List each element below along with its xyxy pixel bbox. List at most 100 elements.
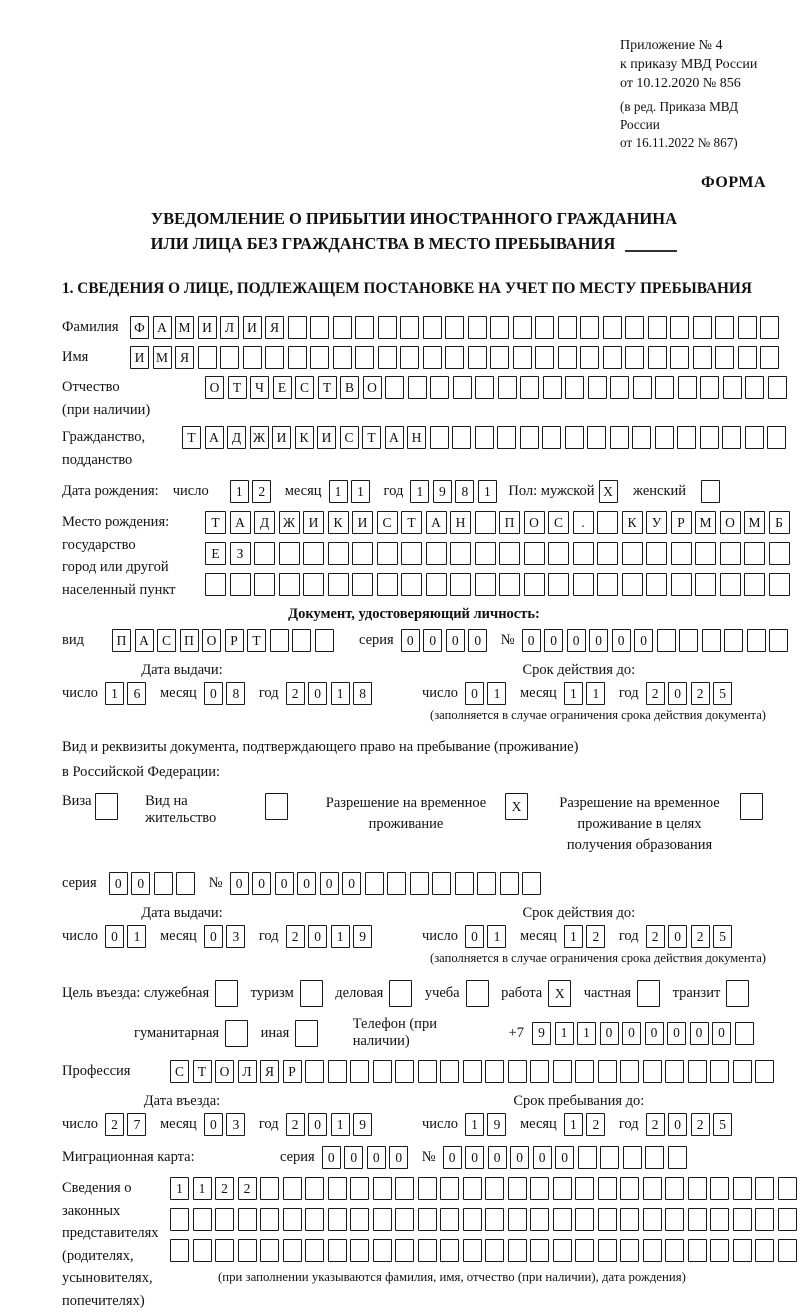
char-cell[interactable]: И (130, 346, 149, 369)
char-cell[interactable] (670, 542, 692, 565)
purpose-transit-checkbox[interactable] (726, 980, 753, 1007)
char-cell[interactable] (580, 346, 599, 369)
char-cell[interactable] (432, 872, 452, 895)
char-cell[interactable] (376, 573, 398, 596)
char-cell[interactable] (575, 1060, 594, 1083)
char-cell[interactable] (445, 346, 464, 369)
char-cell[interactable] (395, 1239, 414, 1262)
char-cell[interactable] (760, 346, 779, 369)
char-cell[interactable] (695, 573, 716, 596)
char-cell[interactable]: 5 (713, 925, 733, 948)
char-cell[interactable] (737, 346, 757, 369)
char-cell[interactable]: 1 (554, 1021, 574, 1045)
char-cell[interactable] (755, 1177, 774, 1200)
char-cell[interactable] (575, 1208, 594, 1231)
char-cell[interactable]: 0 (229, 872, 249, 895)
char-cell[interactable] (722, 376, 742, 399)
char-cell[interactable]: 0 (712, 1021, 731, 1045)
char-cell[interactable] (572, 542, 594, 565)
char-cell[interactable]: 1 (563, 925, 583, 948)
char-cell[interactable] (552, 1239, 572, 1262)
char-cell[interactable] (548, 573, 569, 596)
char-cell[interactable]: 2 (285, 682, 305, 705)
sex-female-checkbox[interactable] (701, 480, 724, 503)
char-cell[interactable]: О (205, 376, 224, 399)
char-cell[interactable] (777, 1177, 797, 1200)
char-cell[interactable] (465, 980, 489, 1007)
char-cell[interactable]: 1 (330, 1113, 350, 1136)
char-cell[interactable]: 1 (170, 1177, 189, 1200)
char-cell[interactable]: О (202, 629, 221, 652)
char-cell[interactable] (264, 793, 288, 820)
char-cell[interactable]: 2 (285, 925, 305, 948)
char-cell[interactable]: А (152, 316, 172, 339)
char-cell[interactable]: Т (192, 1060, 212, 1083)
char-cell[interactable]: 0 (131, 872, 151, 895)
char-cell[interactable] (507, 1208, 527, 1231)
char-cell[interactable] (665, 1060, 684, 1083)
char-cell[interactable] (440, 1060, 459, 1083)
char-cell[interactable]: А (384, 426, 404, 449)
char-cell[interactable] (237, 1208, 257, 1231)
char-cell[interactable]: Д (254, 511, 275, 534)
char-cell[interactable] (197, 346, 217, 369)
char-cell[interactable] (609, 426, 629, 449)
char-cell[interactable] (278, 542, 300, 565)
char-cell[interactable] (755, 1239, 774, 1262)
char-cell[interactable] (677, 426, 696, 449)
char-cell[interactable] (401, 573, 422, 596)
char-cell[interactable] (490, 316, 509, 339)
char-cell[interactable] (670, 346, 689, 369)
char-cell[interactable] (542, 426, 561, 449)
char-cell[interactable] (327, 1239, 347, 1262)
char-cell[interactable]: Т (182, 426, 201, 449)
char-cell[interactable]: 1 (229, 480, 249, 503)
char-cell[interactable]: А (204, 426, 224, 449)
char-cell[interactable]: 0 (464, 682, 484, 705)
char-cell[interactable]: М (152, 346, 172, 369)
char-cell[interactable] (621, 542, 643, 565)
char-cell[interactable] (269, 629, 289, 652)
char-cell[interactable]: 0 (644, 1021, 664, 1045)
char-cell[interactable] (646, 573, 667, 596)
char-cell[interactable] (632, 376, 652, 399)
char-cell[interactable]: 0 (667, 1021, 686, 1045)
char-cell[interactable] (305, 1239, 324, 1262)
char-cell[interactable] (719, 542, 741, 565)
char-cell[interactable]: X (548, 980, 572, 1007)
char-cell[interactable] (355, 316, 374, 339)
purpose-work-checkbox[interactable]: X (548, 980, 575, 1007)
purpose-tourism-checkbox[interactable] (299, 980, 327, 1007)
char-cell[interactable] (557, 346, 577, 369)
char-cell[interactable]: 0 (589, 629, 609, 652)
char-cell[interactable] (170, 1239, 189, 1262)
char-cell[interactable]: 2 (645, 682, 665, 705)
char-cell[interactable] (450, 573, 471, 596)
char-cell[interactable]: 1 (330, 925, 350, 948)
char-cell[interactable] (507, 1177, 527, 1200)
char-cell[interactable]: К (327, 511, 349, 534)
char-cell[interactable] (278, 573, 300, 596)
char-cell[interactable] (739, 793, 763, 820)
char-cell[interactable] (229, 573, 251, 596)
char-cell[interactable] (642, 1060, 662, 1083)
char-cell[interactable]: 0 (321, 1146, 341, 1169)
char-cell[interactable]: Р (670, 511, 692, 534)
char-cell[interactable] (355, 346, 374, 369)
char-cell[interactable] (485, 1177, 504, 1200)
char-cell[interactable] (755, 1208, 774, 1231)
char-cell[interactable]: X (598, 480, 618, 503)
char-cell[interactable]: 0 (400, 629, 420, 652)
char-cell[interactable]: С (339, 426, 359, 449)
char-cell[interactable]: 9 (532, 1021, 551, 1045)
char-cell[interactable] (205, 573, 226, 596)
char-cell[interactable] (305, 1177, 324, 1200)
char-cell[interactable]: 2 (690, 1113, 710, 1136)
char-cell[interactable]: И (197, 316, 217, 339)
char-cell[interactable] (519, 426, 539, 449)
char-cell[interactable] (452, 376, 472, 399)
char-cell[interactable] (260, 1208, 279, 1231)
char-cell[interactable] (215, 1208, 234, 1231)
char-cell[interactable]: С (295, 376, 314, 399)
char-cell[interactable]: Т (205, 511, 226, 534)
